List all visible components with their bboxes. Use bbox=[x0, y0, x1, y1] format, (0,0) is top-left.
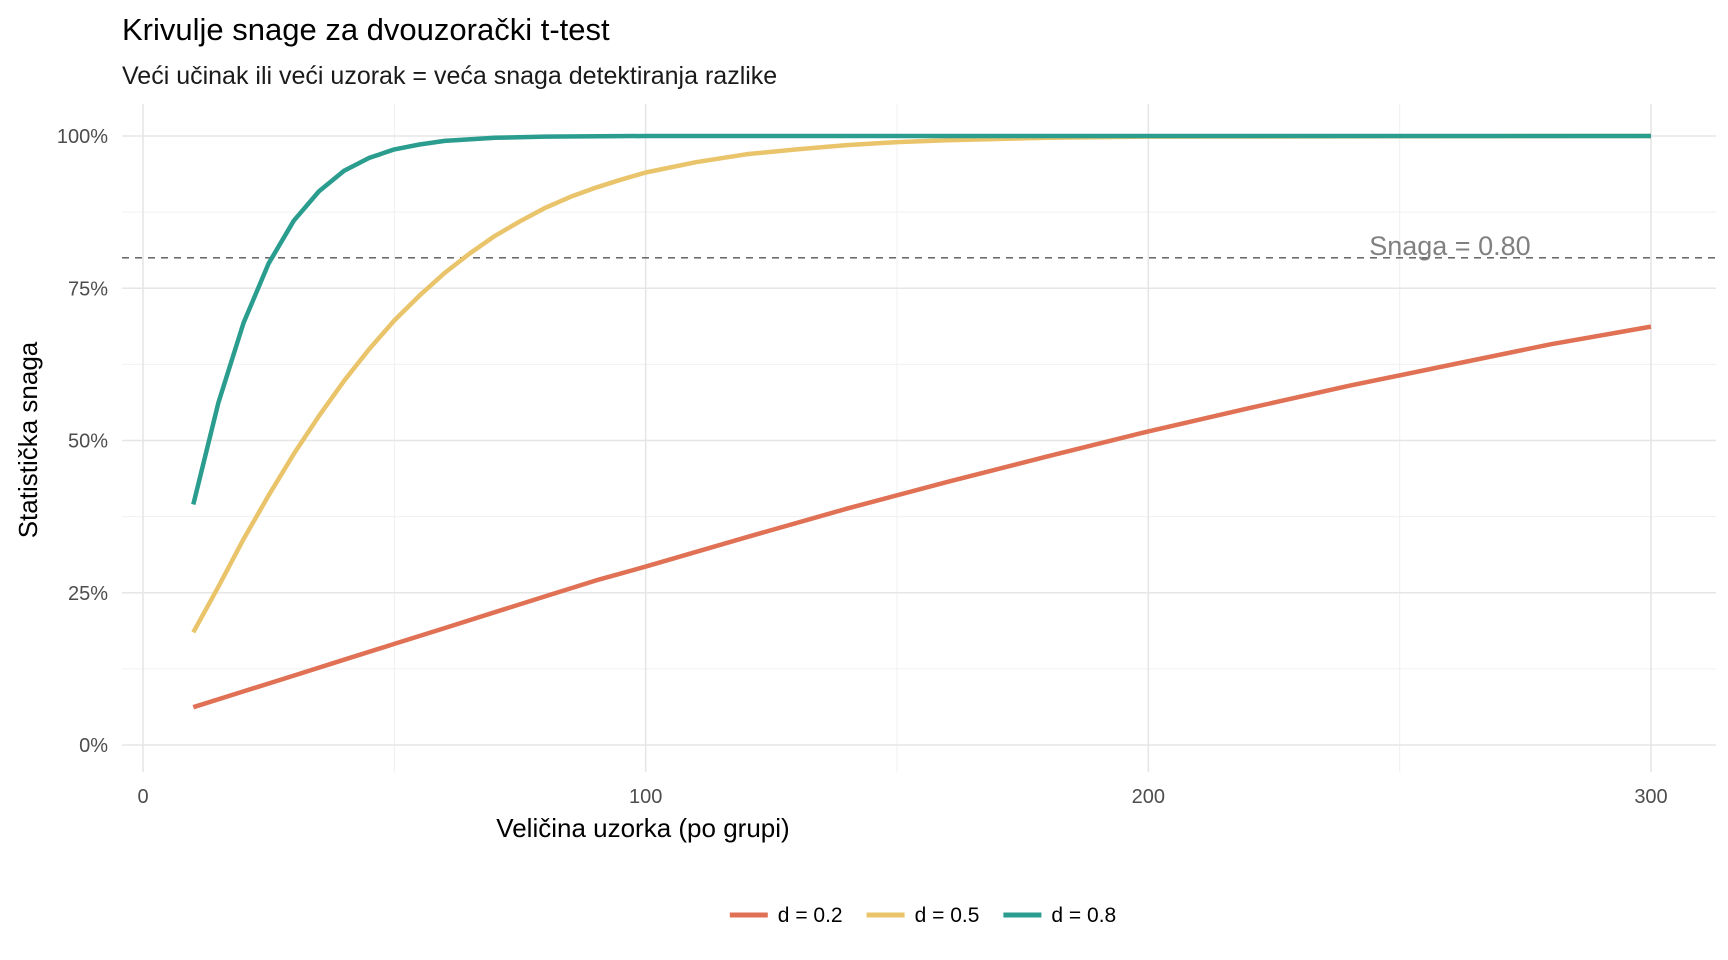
x-axis-ticks: 0 100 200 300 bbox=[137, 786, 1667, 808]
legend-label-2: d = 0.8 bbox=[1051, 904, 1116, 927]
y-axis-ticks: 0% 25% 50% 75% 100% bbox=[57, 126, 108, 757]
series-line-1 bbox=[191, 133, 1652, 634]
chart-title: Krivulje snage za dvouzorački t-test bbox=[122, 12, 610, 47]
y-axis-title: Statistička snaga bbox=[13, 341, 43, 538]
reference-line-label: Snaga = 0.80 bbox=[1369, 231, 1530, 261]
y-tick-label: 0% bbox=[79, 735, 108, 757]
y-tick-label: 75% bbox=[68, 278, 108, 300]
chart-subtitle: Veći učinak ili veći uzorak = veća snaga… bbox=[122, 62, 777, 90]
x-tick-label: 300 bbox=[1634, 786, 1667, 808]
legend-item-1: d = 0.5 bbox=[866, 904, 980, 927]
legend: d = 0.2 d = 0.5 d = 0.8 bbox=[729, 904, 1116, 927]
x-tick-label: 200 bbox=[1132, 786, 1165, 808]
y-tick-label: 25% bbox=[68, 583, 108, 605]
x-tick-label: 100 bbox=[629, 786, 662, 808]
x-tick-label: 0 bbox=[137, 786, 148, 808]
legend-label-0: d = 0.2 bbox=[778, 904, 843, 927]
legend-label-1: d = 0.5 bbox=[915, 904, 980, 927]
x-axis-title: Veličina uzorka (po grupi) bbox=[496, 813, 789, 843]
series-line-2 bbox=[191, 133, 1651, 505]
series-lines bbox=[191, 133, 1652, 710]
reference-line-group: Snaga = 0.80 bbox=[122, 231, 1716, 261]
legend-item-0: d = 0.2 bbox=[729, 904, 843, 927]
y-tick-label: 50% bbox=[68, 431, 108, 453]
major-gridlines bbox=[122, 104, 1716, 772]
minor-gridlines bbox=[122, 104, 1716, 772]
legend-item-2: d = 0.8 bbox=[1003, 904, 1116, 927]
series-line-0 bbox=[192, 324, 1652, 710]
y-tick-label: 100% bbox=[57, 126, 108, 148]
